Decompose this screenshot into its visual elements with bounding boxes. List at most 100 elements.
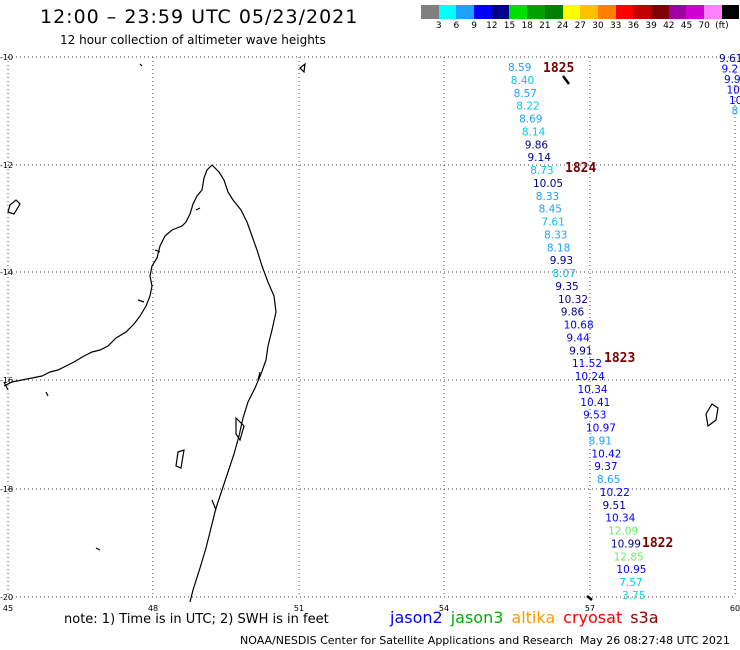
wave-height-point: 8.22 xyxy=(516,101,539,113)
west-coast-inner xyxy=(3,207,201,391)
scale-label: 15 xyxy=(503,21,516,31)
scale-swatch xyxy=(509,5,528,19)
wave-height-track: 8.598.408.578.228.698.149.869.148.7310.0… xyxy=(508,62,646,602)
wave-height-point: 8.73 xyxy=(530,165,553,177)
wave-height-point: 3.75 xyxy=(622,590,645,602)
scale-label: 24 xyxy=(556,21,569,31)
scale-label: 21 xyxy=(539,21,551,31)
satellite-legend-item: s3a xyxy=(630,608,659,627)
pass-label: 1823 xyxy=(604,351,635,366)
scale-swatch xyxy=(704,5,722,19)
lat-label: -12 xyxy=(0,161,13,170)
scale-swatch xyxy=(615,5,634,19)
right-edge-wave-heights: 9.619.29.910.108 xyxy=(719,53,740,118)
wave-height-point: 8.69 xyxy=(519,114,542,126)
wave-height-point: 11.52 xyxy=(572,358,602,370)
scale-label: 70 xyxy=(698,21,710,31)
wave-height-point: 10.68 xyxy=(564,320,594,332)
lat-label: -18 xyxy=(0,485,13,494)
satellite-legend-item: cryosat xyxy=(563,608,623,627)
scale-swatch xyxy=(668,5,687,19)
axis-labels: 45 48 51 54 57 60 -10 -12 -14 -16 -18 -20 xyxy=(0,53,740,613)
scale-label: 12 xyxy=(486,21,498,31)
edge-wave-height-point: 9.61 xyxy=(719,53,740,65)
wave-height-point: 10.42 xyxy=(591,448,621,460)
scale-label: 36 xyxy=(627,21,640,31)
wave-height-point: 10.22 xyxy=(600,487,630,499)
pass-markers xyxy=(562,75,593,601)
scale-label: 33 xyxy=(609,21,622,31)
scale-swatch xyxy=(438,5,457,19)
wave-height-point: 10.99 xyxy=(611,539,641,551)
wave-height-point: 9.86 xyxy=(561,307,585,319)
wave-height-point: 10.97 xyxy=(586,423,616,435)
lon-label: 51 xyxy=(294,604,304,613)
island-east xyxy=(705,403,719,428)
scale-swatch xyxy=(580,5,598,19)
wave-height-point: 9.35 xyxy=(555,281,578,293)
wave-height-point: 8.59 xyxy=(508,62,531,74)
lon-label: 54 xyxy=(439,604,449,613)
islet-f xyxy=(45,391,49,397)
wave-height-point: 8.07 xyxy=(553,268,576,280)
satellite-legend-item: jason2 xyxy=(390,608,443,627)
color-scale-bar xyxy=(421,5,740,19)
pass-label: 1824 xyxy=(565,161,596,176)
wave-height-point: 8.18 xyxy=(547,242,570,254)
wave-height-point: 8.33 xyxy=(544,229,567,241)
islet-b xyxy=(175,449,185,469)
lat-label: -10 xyxy=(0,53,13,62)
scale-swatch xyxy=(474,5,492,19)
wave-height-point: 10.05 xyxy=(533,178,563,190)
pass-label: 1825 xyxy=(543,61,574,76)
scale-swatch xyxy=(456,5,475,19)
pass-label: 1822 xyxy=(642,536,673,551)
color-scale-labels: 3 6 9 12 15 18 21 24 27 30 33 36 39 42 45 70 (ft) xyxy=(421,21,740,33)
scale-label: 39 xyxy=(645,21,657,31)
satellite-legend: jason2 jason3 altika cryosat s3a xyxy=(390,608,667,627)
pass-marker xyxy=(586,595,593,601)
scale-label: 6 xyxy=(453,21,460,31)
wave-height-point: 9.14 xyxy=(528,152,552,164)
scale-swatch xyxy=(686,5,704,19)
lon-label: 45 xyxy=(3,604,13,613)
wave-height-point: 10.24 xyxy=(575,371,605,383)
generated-timestamp: May 26 08:27:48 UTC 2021 xyxy=(580,634,730,647)
wave-height-point: 7.61 xyxy=(541,217,564,229)
wave-height-point: 9.37 xyxy=(594,461,617,473)
pass-marker xyxy=(562,75,570,85)
wave-height-point: 8.65 xyxy=(597,474,620,486)
scale-swatch xyxy=(527,5,545,19)
coastline xyxy=(3,62,719,603)
wave-height-point: 9.93 xyxy=(550,255,573,267)
edge-wave-height-point: 10. xyxy=(727,85,740,97)
scale-label: (ft) xyxy=(715,21,729,31)
madagascar-coastline xyxy=(189,164,277,603)
islet-c xyxy=(139,63,143,67)
islet-e xyxy=(211,499,217,511)
footer-note: note: 1) Time is in UTC; 2) SWH is in fe… xyxy=(64,612,329,627)
lat-label: -20 xyxy=(0,593,13,602)
lon-label: 48 xyxy=(148,604,158,613)
edge-wave-height-point: 9.2 xyxy=(722,64,739,76)
edge-wave-height-point: 8 xyxy=(732,106,739,118)
credit-line: NOAA/NESDIS Center for Satellite Applica… xyxy=(240,634,574,647)
satellite-legend-item: jason3 xyxy=(450,608,504,627)
scale-swatch xyxy=(421,5,439,19)
madagascar-west-coastline xyxy=(3,164,213,387)
islet-a xyxy=(299,62,306,74)
scale-swatch xyxy=(544,5,563,19)
wave-height-point: 12.09 xyxy=(608,526,638,538)
pass-labels: 1825 1824 1823 1822 xyxy=(543,61,673,551)
wave-height-point: 8.14 xyxy=(522,126,546,138)
lon-label: 60 xyxy=(730,604,740,613)
wave-height-point: 8.45 xyxy=(539,204,562,216)
scale-label: 45 xyxy=(680,21,693,31)
wave-height-point: 10.95 xyxy=(616,564,646,576)
wave-height-point: 9.91 xyxy=(569,345,592,357)
page-subtitle: 12 hour collection of altimeter wave hei… xyxy=(60,33,326,47)
wave-height-point: 10.34 xyxy=(578,384,608,396)
scale-swatch xyxy=(597,5,616,19)
wave-height-point: 7.57 xyxy=(619,577,642,589)
